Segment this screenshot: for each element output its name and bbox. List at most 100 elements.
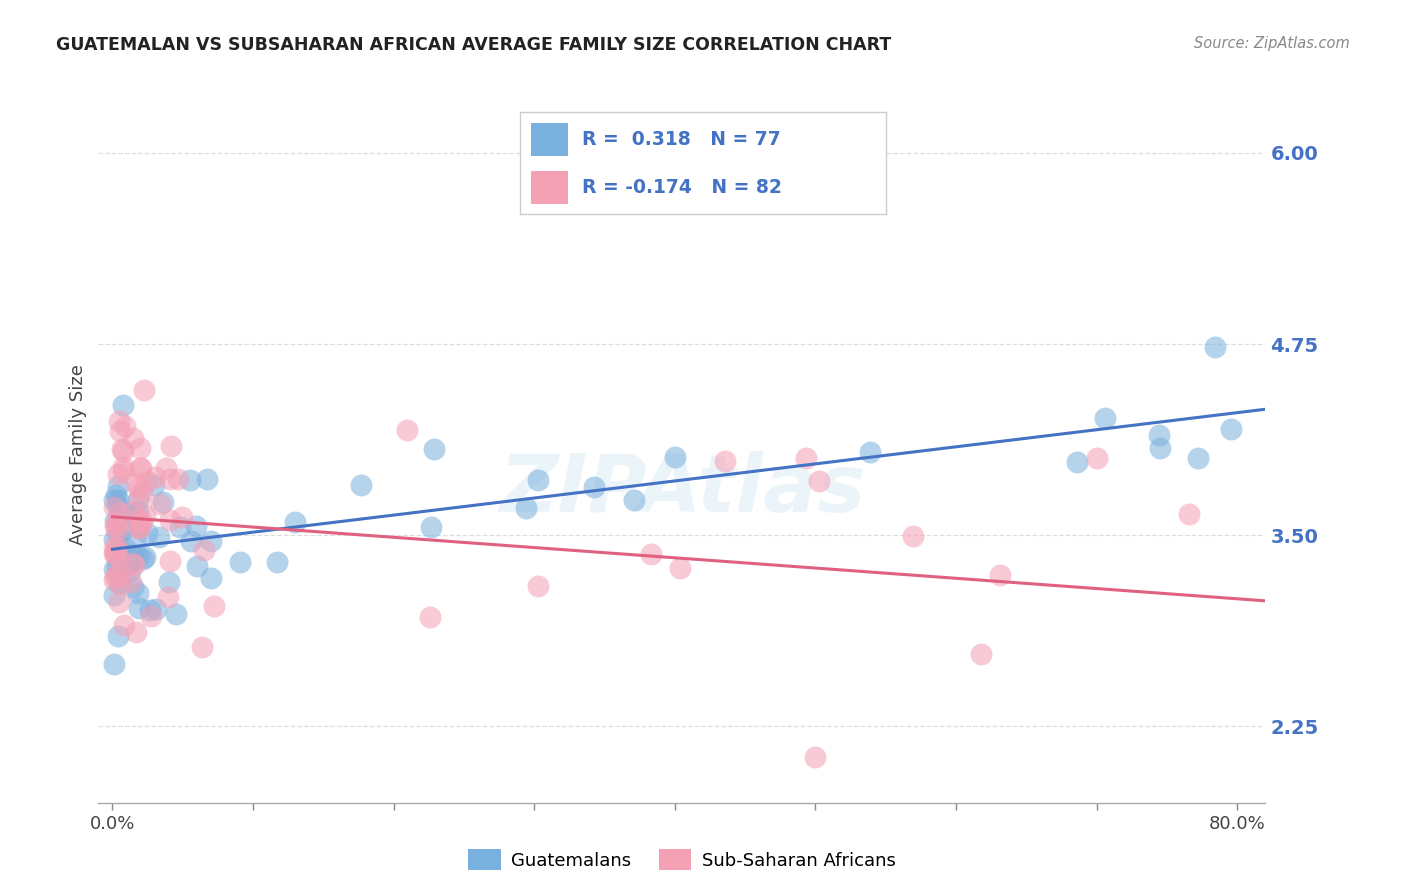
Point — [108, 550, 131, 565]
Point — [105, 516, 128, 530]
Point — [527, 579, 550, 593]
Point — [1361, 569, 1384, 583]
Point — [266, 555, 288, 569]
Point — [527, 474, 550, 488]
Point — [104, 546, 127, 560]
Point — [640, 547, 662, 561]
Point — [193, 543, 215, 558]
Point — [103, 573, 125, 587]
Text: R =  0.318   N = 77: R = 0.318 N = 77 — [582, 129, 782, 149]
Point — [107, 479, 129, 493]
Point — [165, 607, 187, 621]
Point — [167, 472, 190, 486]
Point — [160, 439, 183, 453]
Point — [121, 503, 143, 517]
Point — [122, 558, 145, 572]
Point — [103, 500, 125, 514]
Point — [105, 540, 128, 554]
Point — [515, 500, 537, 515]
Point — [111, 545, 134, 559]
Point — [988, 568, 1011, 582]
Point — [107, 629, 129, 643]
Point — [136, 474, 159, 488]
Point — [419, 520, 441, 534]
Point — [1310, 765, 1333, 780]
Text: ZIPAtlas: ZIPAtlas — [499, 450, 865, 529]
Point — [120, 575, 142, 590]
Point — [127, 549, 149, 564]
Point — [105, 498, 128, 512]
Point — [145, 469, 167, 483]
Point — [152, 495, 174, 509]
Point — [128, 442, 150, 456]
Point — [111, 442, 134, 456]
Point — [1346, 643, 1368, 657]
Point — [122, 580, 145, 594]
Point — [104, 545, 127, 559]
Point — [184, 519, 207, 533]
Point — [128, 518, 150, 533]
Point — [623, 493, 645, 508]
Point — [110, 566, 132, 580]
Point — [1339, 425, 1361, 439]
Point — [121, 553, 143, 567]
Point — [111, 555, 134, 569]
Point — [125, 625, 148, 640]
Point — [149, 497, 172, 511]
Point — [156, 590, 179, 604]
Point — [108, 506, 131, 520]
Point — [118, 564, 141, 578]
Point — [114, 418, 136, 433]
Point — [124, 476, 146, 491]
Point — [202, 599, 225, 613]
Point — [159, 472, 181, 486]
Point — [143, 478, 166, 492]
Point — [583, 480, 606, 494]
Point — [129, 461, 152, 475]
Point — [112, 464, 135, 478]
Point — [111, 523, 134, 537]
Point — [669, 560, 692, 574]
Point — [172, 509, 194, 524]
Point — [112, 618, 135, 632]
Point — [901, 529, 924, 543]
Point — [104, 517, 127, 532]
Point — [664, 450, 686, 464]
Point — [128, 490, 150, 504]
Point — [105, 560, 128, 574]
Text: Source: ZipAtlas.com: Source: ZipAtlas.com — [1194, 36, 1350, 51]
Point — [145, 602, 167, 616]
Point — [127, 512, 149, 526]
Point — [200, 533, 222, 548]
Point — [121, 431, 143, 445]
Point — [179, 473, 201, 487]
Point — [136, 526, 159, 541]
Point — [108, 576, 131, 591]
Point — [134, 508, 156, 523]
Point — [1220, 422, 1243, 436]
Point — [419, 609, 441, 624]
Point — [122, 548, 145, 562]
Point — [111, 443, 134, 458]
Point — [112, 459, 135, 474]
Point — [124, 532, 146, 546]
Point — [104, 570, 127, 584]
Point — [107, 528, 129, 542]
Point — [127, 586, 149, 600]
Point — [139, 609, 162, 624]
Point — [1329, 642, 1351, 657]
Point — [284, 516, 307, 530]
Point — [1379, 624, 1402, 638]
Point — [1204, 340, 1226, 354]
Point — [159, 554, 181, 568]
FancyBboxPatch shape — [531, 171, 568, 204]
Point — [122, 557, 145, 571]
Point — [713, 454, 735, 468]
Point — [121, 508, 143, 523]
Point — [229, 555, 252, 569]
Point — [794, 450, 817, 465]
Point — [111, 503, 134, 517]
Point — [129, 516, 152, 531]
Point — [195, 472, 218, 486]
Point — [103, 561, 125, 575]
